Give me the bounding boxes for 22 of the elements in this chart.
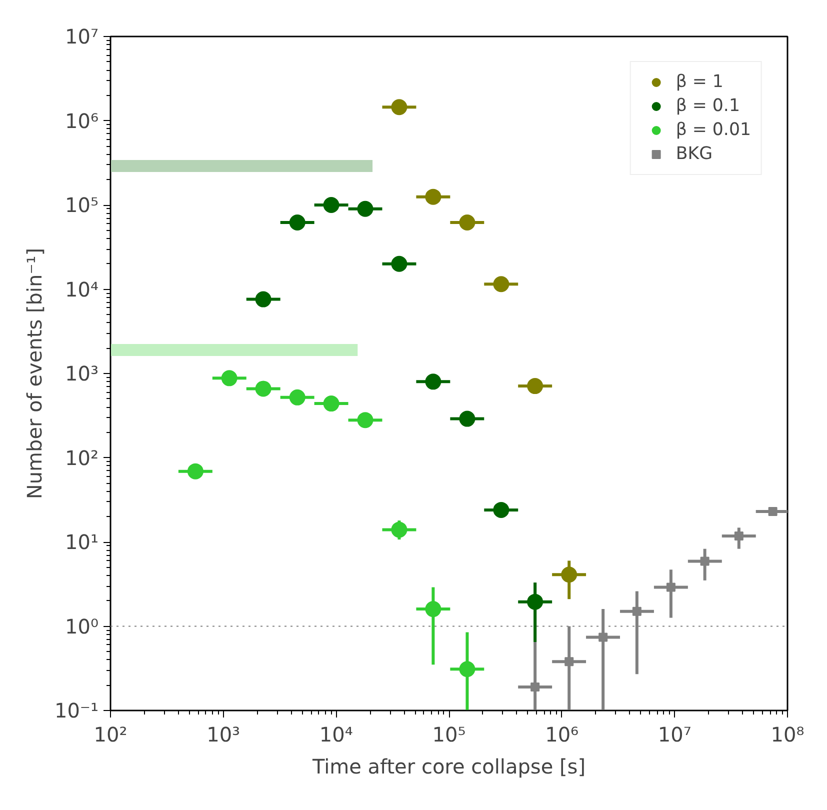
y-axis-title: Number of events [bin⁻¹] <box>22 248 46 500</box>
legend-label: β = 1 <box>676 72 724 92</box>
x-tick-label: 10⁵ <box>432 722 466 746</box>
y-tick-label: 10⁴ <box>65 277 98 302</box>
y-tick-label: 10¹ <box>65 530 98 554</box>
x-tick-label: 10⁷ <box>658 722 692 746</box>
y-tick-label: 10⁰ <box>65 614 98 638</box>
x-tick-label: 10⁴ <box>319 722 353 746</box>
y-tick-label: 10⁵ <box>65 193 98 217</box>
x-tick-label: 10⁸ <box>770 722 804 746</box>
y-tick-label: 10⁻¹ <box>54 698 99 722</box>
y-tick-label: 10³ <box>65 362 98 386</box>
x-tick-label: 10² <box>94 722 128 746</box>
y-tick-label: 10² <box>65 446 98 470</box>
legend-label: BKG <box>676 144 712 164</box>
x-tick-label: 10³ <box>206 722 240 746</box>
x-axis-title: Time after core collapse [s] <box>311 754 586 778</box>
legend-label: β = 0.1 <box>676 96 740 116</box>
legend-label: β = 0.01 <box>676 120 751 140</box>
y-tick-label: 10⁷ <box>65 24 98 48</box>
y-tick-label: 10⁶ <box>65 108 98 133</box>
x-tick-label: 10⁶ <box>545 722 579 746</box>
